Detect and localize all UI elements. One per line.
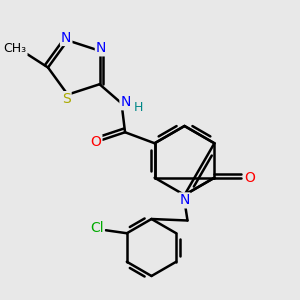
Text: S: S [62,92,70,106]
Text: O: O [91,135,101,149]
Text: Cl: Cl [90,221,104,235]
Text: N: N [121,95,131,109]
Text: CH₃: CH₃ [3,42,27,55]
Text: N: N [96,41,106,55]
Text: N: N [61,31,71,45]
Text: O: O [244,171,255,185]
Text: H: H [134,101,143,114]
Text: N: N [179,194,190,207]
